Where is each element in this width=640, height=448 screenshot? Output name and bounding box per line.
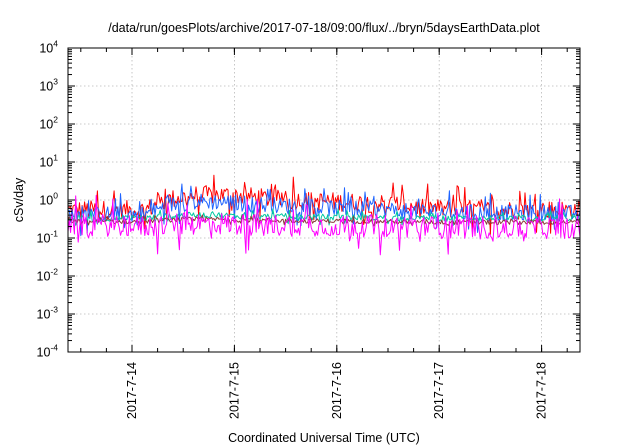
y-tick-label: 10-4 bbox=[37, 343, 59, 360]
y-tick-label: 100 bbox=[39, 191, 58, 208]
series-line-2 bbox=[67, 183, 581, 237]
y-tick-label: 104 bbox=[39, 39, 58, 56]
series-line-5 bbox=[67, 194, 581, 256]
y-tick-label: 10-1 bbox=[37, 229, 59, 246]
y-tick-label: 10-3 bbox=[37, 305, 59, 322]
x-tick-label: 2017-7-14 bbox=[125, 362, 139, 419]
y-tick-label: 10-2 bbox=[37, 267, 59, 284]
x-tick-label: 2017-7-18 bbox=[535, 362, 549, 419]
x-tick-label: 2017-7-17 bbox=[432, 362, 446, 419]
x-axis-label: Coordinated Universal Time (UTC) bbox=[228, 431, 420, 445]
chart-title: /data/run/goesPlots/archive/2017-07-18/0… bbox=[108, 21, 540, 35]
data-series bbox=[67, 174, 581, 256]
y-tick-label: 103 bbox=[39, 77, 58, 94]
grid bbox=[68, 48, 580, 352]
y-axis-label: cSv/day bbox=[12, 177, 26, 222]
x-tick-label: 2017-7-16 bbox=[330, 362, 344, 419]
y-tick-label: 102 bbox=[39, 115, 58, 132]
y-tick-label: 101 bbox=[39, 153, 58, 170]
axis-ticks: 10-4 10-3 10-2 10-1 100 101 102 103 104 2017-7-14… bbox=[37, 39, 580, 419]
x-tick-label: 2017-7-15 bbox=[227, 362, 241, 419]
